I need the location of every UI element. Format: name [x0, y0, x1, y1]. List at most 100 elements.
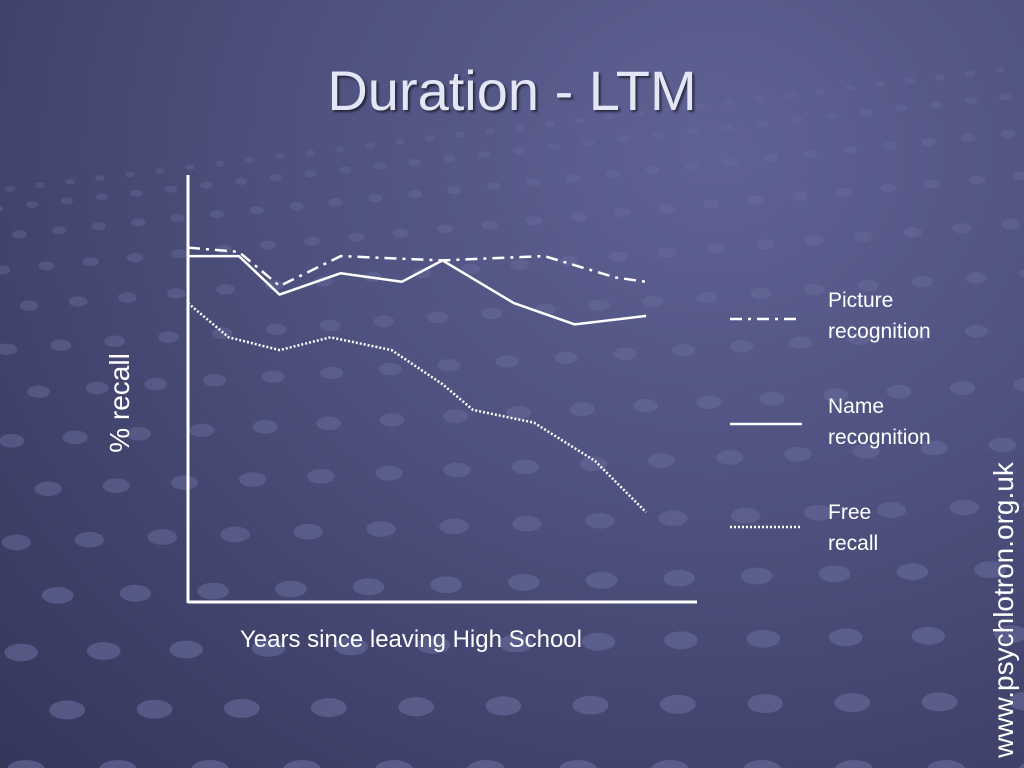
background-dot: [525, 216, 542, 226]
background-dot: [511, 459, 539, 475]
background-dot: [935, 74, 945, 81]
background-dot: [746, 629, 781, 648]
background-dot: [197, 582, 229, 600]
legend-label-line: Picture: [828, 289, 894, 312]
background-dot: [508, 574, 540, 591]
background-dot: [379, 413, 405, 427]
series-line-name-recognition: [188, 254, 647, 326]
background-dot: [747, 694, 783, 713]
legend-item-free-recall: Free recall: [828, 497, 988, 559]
background-dot: [635, 110, 645, 117]
background-dot: [234, 178, 247, 185]
background-dot: [730, 340, 754, 353]
background-dot: [496, 355, 519, 368]
background-dot: [721, 124, 734, 132]
background-dot: [366, 521, 396, 537]
background-dot: [335, 146, 345, 153]
background-dot: [352, 578, 385, 596]
background-dot: [481, 307, 502, 320]
background-dot: [486, 182, 502, 191]
background-dot: [68, 296, 88, 307]
background-dot: [283, 760, 321, 768]
background-dot: [126, 427, 151, 441]
background-dot: [803, 150, 818, 159]
background-dot: [1, 534, 32, 551]
background-dot: [605, 113, 615, 120]
background-dot: [756, 120, 769, 128]
background-dot: [158, 331, 179, 343]
background-dot: [220, 526, 250, 543]
background-dot: [921, 137, 937, 147]
background-dot: [930, 101, 943, 108]
background-dot: [882, 141, 897, 151]
background-dot: [199, 181, 213, 189]
background-dot: [554, 351, 578, 364]
background-dot: [170, 475, 199, 490]
background-dot: [348, 232, 365, 242]
background-dot: [117, 292, 137, 303]
legend-item-name-recognition: Name recognition: [828, 391, 988, 453]
legend-swatch-name-recognition: [730, 422, 802, 426]
background-dot: [4, 643, 38, 662]
background-dot: [102, 478, 130, 494]
background-dot: [664, 631, 698, 650]
background-dot: [581, 632, 616, 651]
background-dot: [570, 212, 587, 222]
background-dot: [988, 437, 1016, 453]
background-dot: [62, 430, 88, 445]
background-dot: [569, 402, 595, 417]
background-dot: [461, 263, 481, 275]
background-dot: [26, 201, 39, 209]
background-dot: [994, 625, 1024, 644]
background-dot: [275, 580, 307, 598]
background-dot: [60, 197, 73, 205]
background-dot: [165, 185, 178, 193]
background-dot: [38, 261, 55, 271]
background-dot: [927, 760, 965, 768]
background-dot: [613, 347, 637, 361]
background-dot: [835, 187, 853, 197]
background-dot: [319, 319, 341, 331]
background-dot: [49, 700, 86, 720]
background-dot: [741, 567, 773, 585]
background-dot: [834, 693, 871, 713]
background-dot: [293, 523, 323, 540]
background-dot: [755, 239, 775, 250]
series-line-free-recall: [187, 302, 647, 514]
background-dot: [657, 247, 677, 258]
background-dot: [0, 343, 18, 355]
background-dot: [651, 760, 689, 768]
background-dot: [104, 335, 125, 347]
background-dot: [785, 92, 795, 99]
background-dot: [559, 255, 579, 267]
background-dot: [804, 283, 825, 296]
background-dot: [245, 157, 255, 163]
background-dot: [427, 311, 449, 323]
background-dot: [392, 228, 410, 238]
background-dot: [131, 218, 146, 227]
background-dot: [547, 143, 560, 151]
background-dot: [398, 697, 435, 717]
legend-label-line: recognition: [828, 426, 931, 449]
background-dot: [1013, 171, 1024, 181]
background-dot: [119, 584, 152, 602]
background-dot: [852, 443, 880, 459]
legend-item-picture-recognition: Picture recognition: [828, 285, 988, 347]
background-dot: [365, 142, 375, 149]
background-dot: [911, 626, 946, 645]
background-dot: [880, 183, 897, 193]
background-dot: [842, 146, 857, 155]
background-dot: [825, 112, 838, 120]
background-dot: [189, 423, 215, 438]
background-dot: [223, 698, 260, 718]
background-dot: [481, 220, 498, 230]
background-dot: [755, 95, 765, 102]
background-dot: [858, 279, 879, 292]
background-dot: [408, 158, 421, 166]
background-dot: [1008, 691, 1024, 711]
background-dot: [407, 190, 423, 199]
background-dot: [506, 405, 532, 420]
background-dot: [375, 760, 413, 768]
legend-label-line: recognition: [828, 320, 931, 343]
